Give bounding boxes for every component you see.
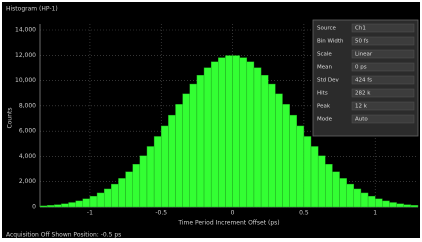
histogram-bar bbox=[97, 193, 104, 207]
histogram-bar bbox=[161, 126, 168, 207]
y-tick-label: 10,000 bbox=[15, 77, 36, 84]
panel-label: Scale bbox=[317, 52, 332, 58]
settings-panel: Source Ch1 Bin Width 50 fs Scale Linear Mean 0 … bbox=[313, 20, 418, 136]
histogram-bar bbox=[197, 75, 204, 207]
panel-label: Source bbox=[317, 26, 337, 32]
panel-label: Bin Width bbox=[317, 39, 344, 45]
histogram-bar bbox=[297, 126, 304, 207]
histogram-bar bbox=[90, 196, 97, 207]
x-tick-label: -1 bbox=[87, 210, 93, 217]
histogram-bar bbox=[118, 178, 125, 207]
histogram-bar bbox=[76, 201, 83, 207]
histogram-bar bbox=[247, 62, 254, 207]
histogram-bar bbox=[254, 68, 261, 207]
histogram-bar bbox=[340, 178, 347, 207]
histogram-bar bbox=[183, 94, 190, 207]
histogram-bar bbox=[69, 202, 76, 207]
panel-label: Hits bbox=[317, 91, 328, 97]
histogram-bar bbox=[154, 136, 161, 207]
histogram-bar bbox=[133, 164, 140, 207]
histogram-bar bbox=[404, 205, 411, 207]
panel-value: 424 fs bbox=[355, 78, 372, 84]
panel-value: 12 k bbox=[355, 104, 368, 110]
histogram-bar bbox=[204, 68, 211, 207]
panel-label: Mean bbox=[317, 65, 332, 71]
histogram-bar bbox=[325, 164, 332, 207]
histogram-bar bbox=[304, 136, 311, 207]
histogram-bar bbox=[40, 206, 47, 207]
y-tick-label: 4,000 bbox=[19, 153, 36, 160]
histogram-bar bbox=[354, 189, 361, 207]
histogram-bar bbox=[233, 56, 240, 207]
histogram-bar bbox=[168, 115, 175, 207]
histogram-bar bbox=[275, 94, 282, 207]
histogram-bar bbox=[368, 196, 375, 207]
y-tick-label: 0 bbox=[32, 204, 36, 211]
histogram-bar bbox=[126, 172, 133, 207]
y-tick-label: 2,000 bbox=[19, 178, 36, 185]
histogram-bar bbox=[211, 62, 218, 207]
y-tick-label: 14,000 bbox=[15, 27, 36, 34]
histogram-bar bbox=[361, 193, 368, 207]
histogram-bar bbox=[47, 205, 54, 207]
y-tick-label: 6,000 bbox=[19, 128, 36, 135]
panel-value: 50 fs bbox=[355, 39, 369, 45]
x-tick-label: 0 bbox=[231, 210, 235, 217]
histogram-bar bbox=[261, 75, 268, 207]
histogram-bar bbox=[225, 56, 232, 207]
panel-label: Std Dev bbox=[317, 78, 340, 84]
histogram-bar bbox=[311, 146, 318, 207]
panel-value: Linear bbox=[355, 52, 373, 58]
x-tick-label: 1 bbox=[373, 210, 377, 217]
histogram-bar bbox=[375, 199, 382, 207]
x-axis-label: Time Period Increment Offset (ps) bbox=[177, 220, 279, 227]
panel-value: 0 ps bbox=[355, 65, 367, 71]
histogram-bar bbox=[318, 156, 325, 207]
y-tick-label: 12,000 bbox=[15, 52, 36, 59]
histogram-bar bbox=[411, 205, 418, 207]
panel-value: 282 k bbox=[355, 91, 371, 97]
histogram-bar bbox=[147, 146, 154, 207]
histogram-bar bbox=[397, 204, 404, 207]
histogram-bar bbox=[104, 189, 111, 207]
histogram-bar bbox=[282, 104, 289, 207]
footer: Acquisition Off Shown Position: -0.5 ps bbox=[6, 232, 121, 239]
histogram-bar bbox=[140, 156, 147, 207]
histogram-bar bbox=[389, 202, 396, 207]
x-tick-label: 0.5 bbox=[299, 210, 309, 217]
histogram-bar bbox=[83, 199, 90, 207]
x-tick-label: -0.5 bbox=[155, 210, 167, 217]
histogram-bar bbox=[218, 58, 225, 207]
panel-label: Mode bbox=[317, 117, 333, 123]
histogram-bar bbox=[347, 184, 354, 207]
histogram-bar bbox=[111, 184, 118, 207]
panel-label: Peak bbox=[317, 104, 331, 110]
panel-value: Auto bbox=[355, 117, 368, 123]
y-tick-label: 8,000 bbox=[19, 102, 36, 109]
histogram-bar bbox=[190, 84, 197, 207]
histogram-bar bbox=[176, 104, 183, 207]
screenshot: Histogram (HP-1) Counts Time Period Incr… bbox=[0, 0, 422, 242]
histogram-bar bbox=[332, 172, 339, 207]
y-axis-label: Counts bbox=[7, 108, 14, 129]
chart-title: Histogram (HP-1) bbox=[6, 6, 58, 13]
histogram-bar bbox=[290, 115, 297, 207]
histogram-bar bbox=[382, 201, 389, 207]
histogram-bar bbox=[240, 58, 247, 207]
histogram-bar bbox=[54, 205, 61, 207]
histogram-bar bbox=[268, 84, 275, 207]
panel-value: Ch1 bbox=[355, 26, 366, 32]
histogram-bar bbox=[61, 204, 68, 207]
